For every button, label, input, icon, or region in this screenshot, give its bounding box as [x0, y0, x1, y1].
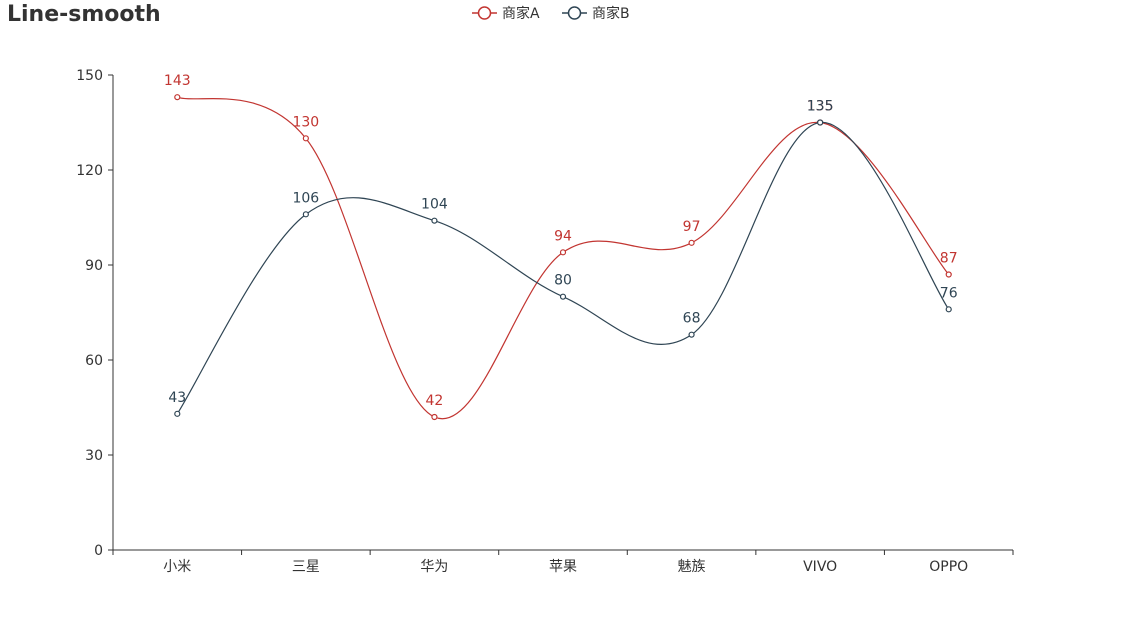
data-point[interactable]	[174, 94, 181, 101]
data-label: 97	[683, 219, 701, 235]
data-label: 106	[292, 190, 319, 206]
legend-item[interactable]: 商家B	[562, 5, 630, 22]
x-tick-label: 三星	[292, 559, 320, 575]
y-tick-label: 30	[85, 448, 103, 464]
data-point[interactable]	[559, 249, 567, 256]
y-tick-label: 90	[85, 258, 103, 274]
legend-item[interactable]: 商家A	[472, 5, 540, 22]
data-point[interactable]	[945, 271, 952, 278]
data-label: 42	[426, 393, 444, 409]
y-tick-label: 120	[76, 163, 103, 179]
legend-label: 商家A	[502, 5, 540, 22]
data-label: 94	[554, 228, 572, 244]
data-point[interactable]	[431, 413, 438, 421]
series-line-0	[177, 96, 950, 420]
data-label: 76	[940, 285, 958, 301]
data-label: 43	[168, 390, 186, 406]
data-point[interactable]	[688, 331, 695, 338]
data-point[interactable]	[174, 410, 181, 417]
data-label: 104	[421, 197, 448, 213]
x-tick-label: 小米	[163, 559, 191, 575]
data-label: 87	[940, 251, 958, 267]
data-label: 143	[164, 73, 191, 89]
data-point[interactable]	[302, 211, 309, 218]
legend-marker-icon	[567, 6, 582, 20]
x-tick-label: OPPO	[929, 559, 968, 575]
data-point[interactable]	[302, 135, 309, 142]
y-tick-label: 0	[94, 543, 103, 559]
legend-marker-icon	[477, 6, 492, 20]
legend-label: 商家B	[592, 5, 630, 22]
data-point[interactable]	[431, 217, 438, 224]
series-line-1	[176, 121, 950, 415]
y-tick-label: 150	[76, 68, 103, 84]
x-tick-label: 华为	[420, 559, 448, 575]
data-label: 135	[807, 99, 834, 115]
x-tick-label: VIVO	[803, 559, 837, 575]
data-label: 68	[683, 311, 701, 327]
data-point[interactable]	[817, 119, 824, 126]
data-label: 80	[554, 273, 572, 289]
data-point[interactable]	[688, 239, 695, 246]
y-tick-label: 60	[85, 353, 103, 369]
data-point[interactable]	[559, 293, 567, 300]
x-tick-label: 苹果	[549, 559, 577, 575]
data-label: 130	[292, 114, 319, 130]
x-tick-label: 魅族	[678, 559, 706, 575]
data-label: 135	[807, 99, 834, 115]
data-point[interactable]	[945, 306, 952, 313]
chart-title: Line-smooth	[7, 2, 161, 27]
